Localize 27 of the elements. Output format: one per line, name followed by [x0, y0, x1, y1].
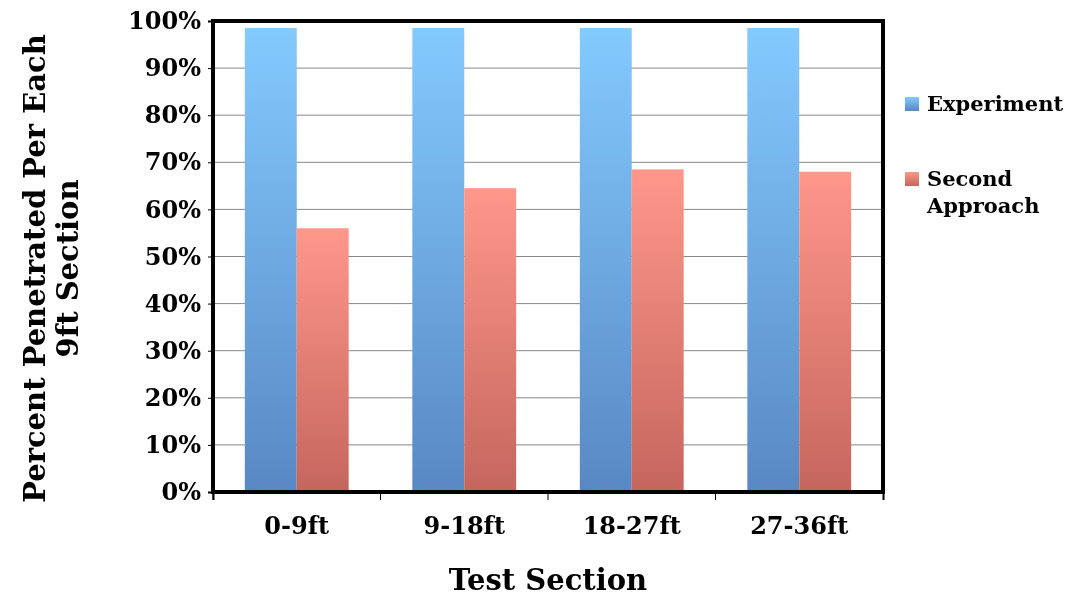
- bar: [412, 28, 465, 492]
- x-tick-label: 18-27ft: [582, 511, 681, 541]
- x-tick-label: 27-36ft: [750, 511, 849, 541]
- y-tick-label: 50%: [144, 241, 202, 271]
- x-axis-title: Test Section: [448, 563, 648, 595]
- y-axis-title: Percent Penetrated Per Each 9ft Section: [18, 34, 86, 503]
- y-tick-label: 10%: [144, 430, 202, 460]
- y-tick-label: 30%: [144, 335, 202, 365]
- legend-label: Second Approach: [926, 166, 1040, 219]
- bar: [296, 228, 349, 492]
- y-tick-label: 70%: [144, 147, 202, 177]
- y-tick-label: 0%: [161, 477, 202, 507]
- bar: [579, 28, 632, 492]
- x-tick-label: 9-18ft: [423, 511, 505, 541]
- y-tick-label: 40%: [144, 288, 202, 318]
- bar: [799, 171, 852, 492]
- y-tick-label: 100%: [128, 6, 202, 36]
- y-tick-label: 20%: [144, 382, 202, 412]
- bar: [464, 188, 517, 492]
- bar: [747, 28, 800, 492]
- bar: [244, 28, 297, 492]
- x-tick-label: 0-9ft: [264, 511, 330, 541]
- y-tick-label: 90%: [144, 53, 202, 83]
- bar: [631, 169, 684, 492]
- y-tick-label: 60%: [144, 194, 202, 224]
- y-tick-label: 80%: [144, 100, 202, 130]
- legend-label: Experiment: [927, 91, 1064, 116]
